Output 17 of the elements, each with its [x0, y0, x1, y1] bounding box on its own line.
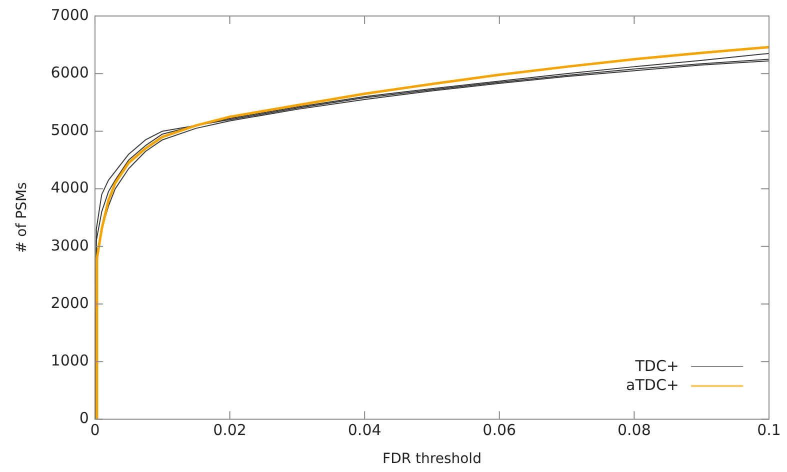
x-tick-label: 0.04	[348, 421, 382, 440]
y-tick-label: 6000	[50, 63, 89, 82]
y-tick-label: 3000	[50, 236, 89, 254]
legend-label: TDC+	[635, 357, 679, 376]
y-tick-label: 4000	[50, 178, 89, 197]
x-axis-title: FDR threshold	[382, 451, 482, 468]
y-tick-label: 2000	[50, 294, 89, 312]
y-tick-label: 5000	[50, 121, 89, 140]
y-axis-title: # of PSMs	[14, 182, 30, 254]
y-tick-label: 7000	[50, 6, 89, 24]
x-tick-label: 0.1	[757, 421, 781, 440]
x-tick-label: 0.02	[213, 421, 246, 440]
y-tick-label: 1000	[50, 351, 89, 370]
x-tick-label: 0.08	[617, 421, 651, 440]
legend-label: aTDC+	[626, 376, 679, 395]
x-tick-label: 0.06	[482, 421, 516, 440]
y-tick-label: 0	[79, 409, 89, 428]
